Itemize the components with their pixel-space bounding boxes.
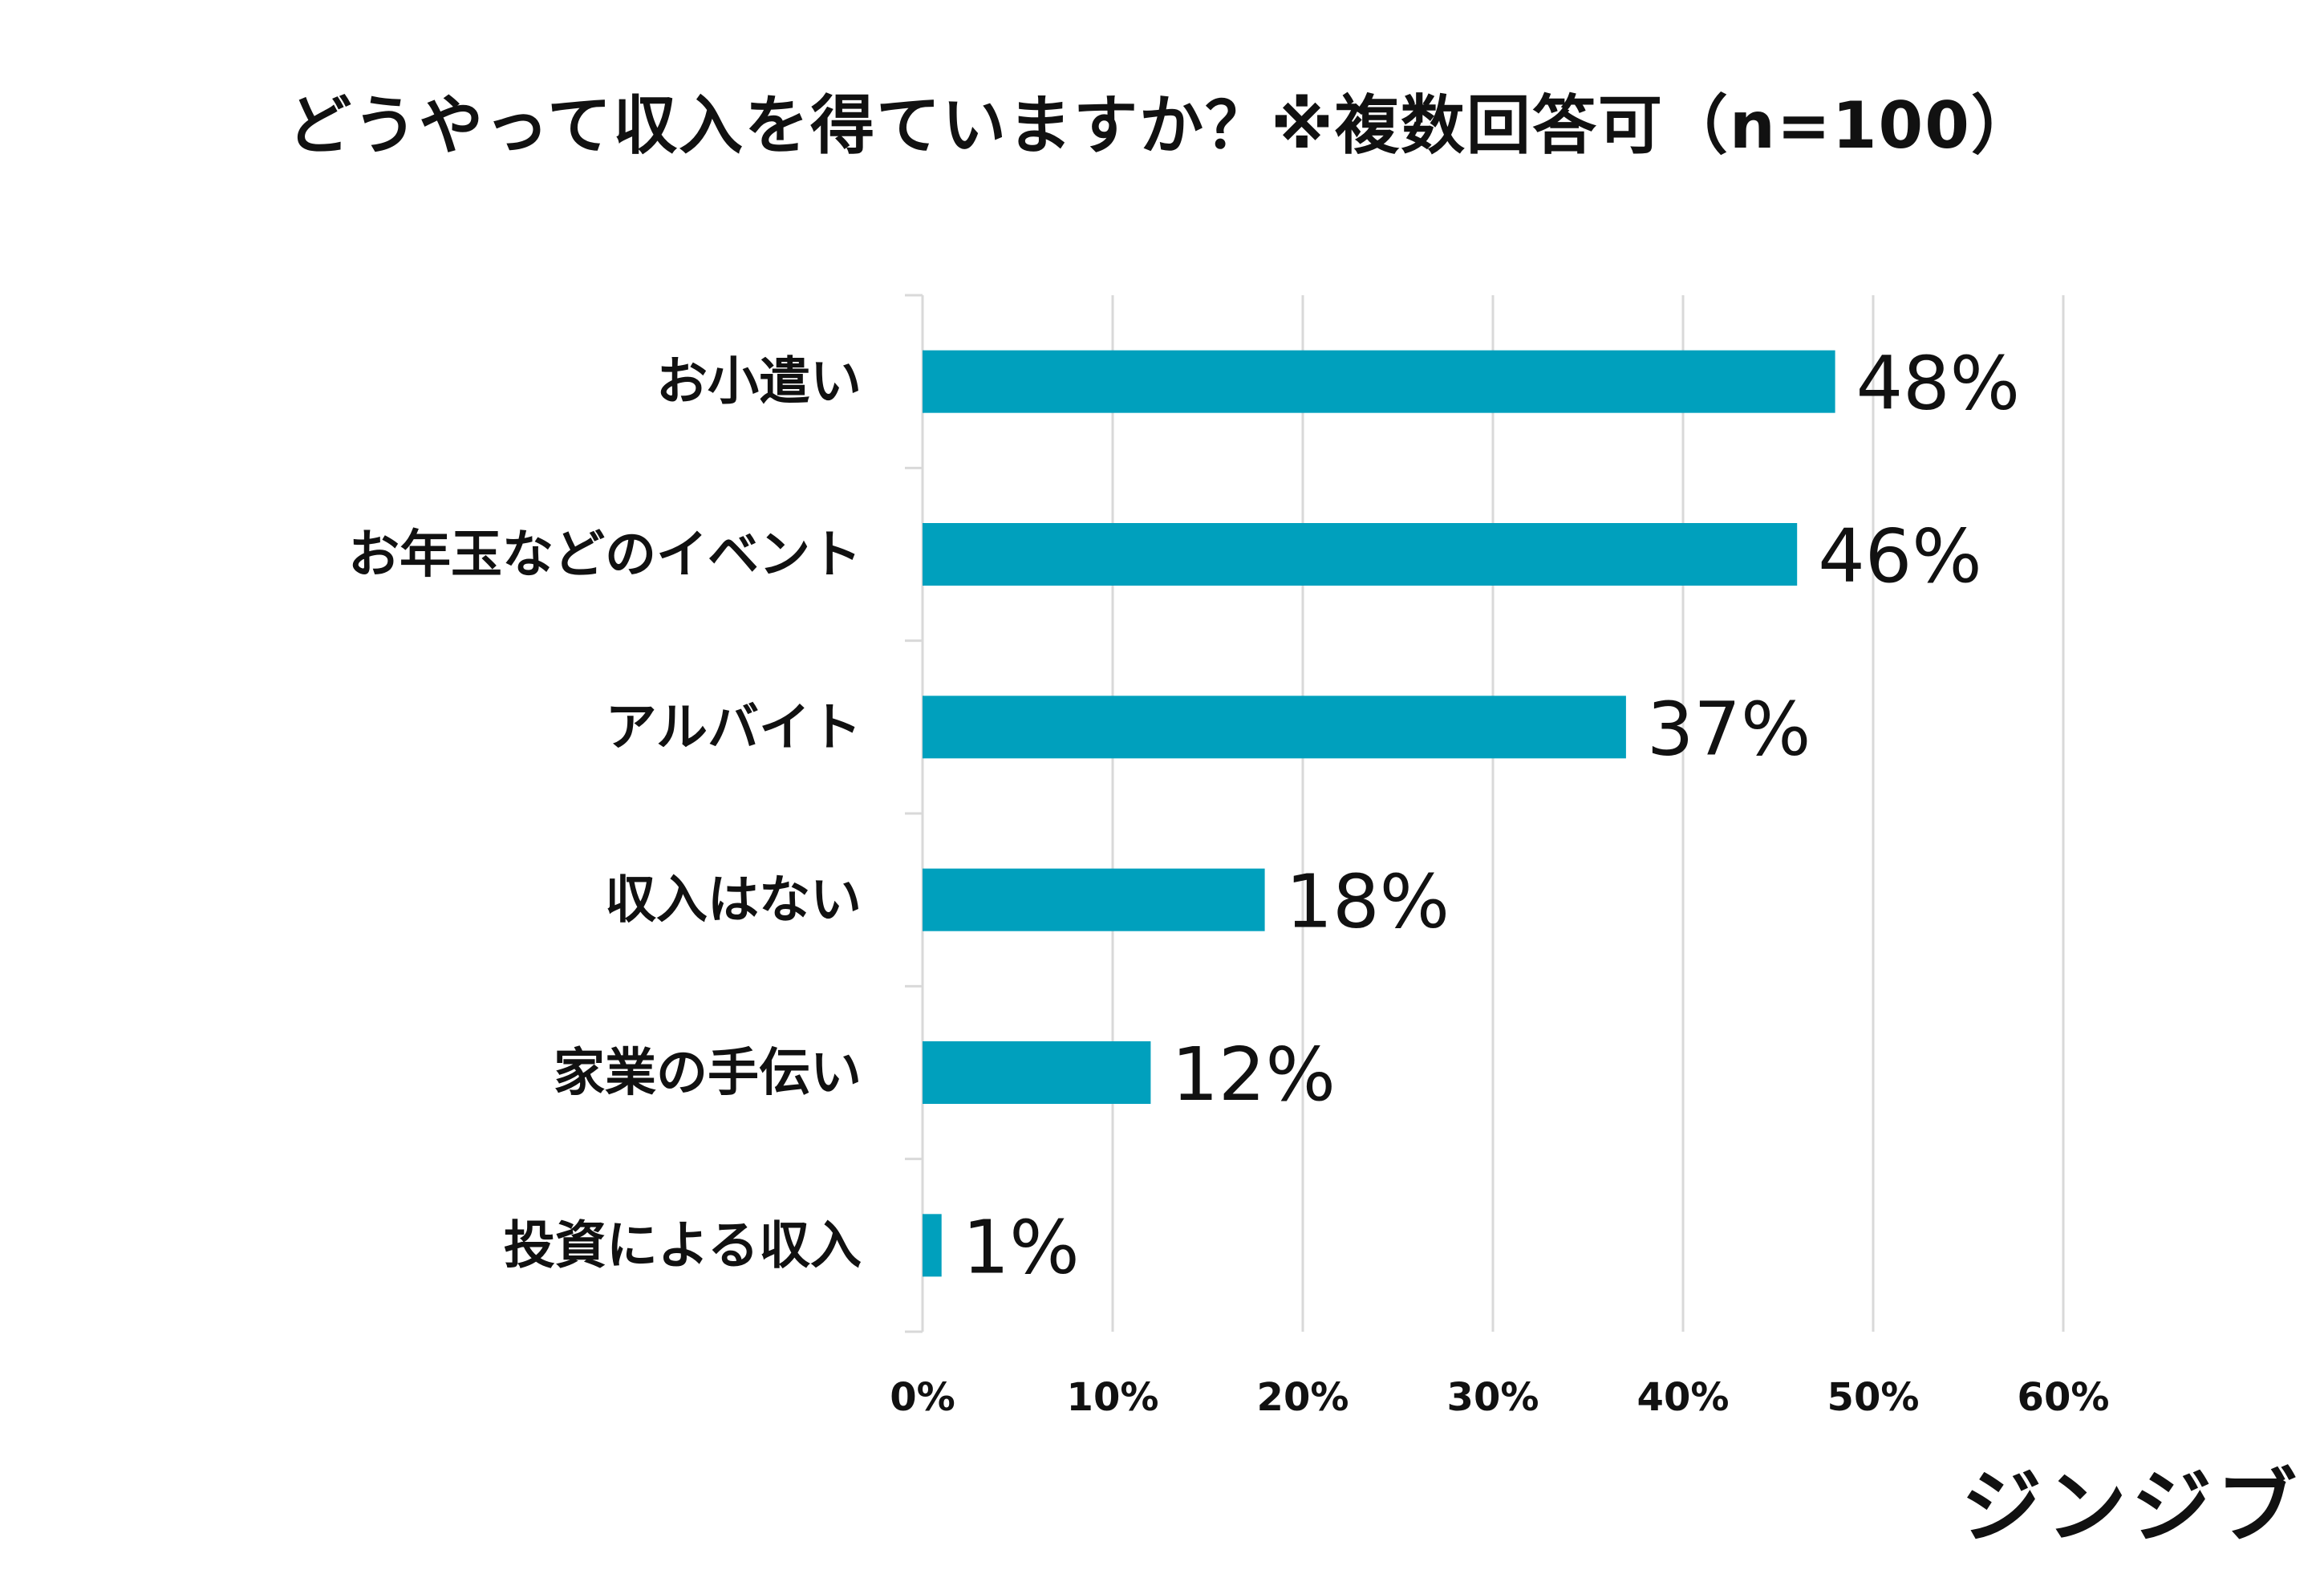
chart-title: どうやって収入を得ていますか？※複数回答可（n=100） <box>287 88 2037 163</box>
bar <box>923 350 1835 413</box>
bar <box>923 523 1798 586</box>
bar <box>923 1214 942 1277</box>
brand-logo: ジンジブ <box>1961 1460 2302 1554</box>
x-tick-label: 10% <box>1067 1375 1159 1420</box>
data-label: 48% <box>1856 341 2020 427</box>
category-label: 家業の手伝い <box>554 1044 862 1103</box>
category-label: アルバイト <box>606 698 862 757</box>
data-label: 12% <box>1171 1032 1335 1118</box>
category-label: 投資による収入 <box>504 1216 862 1276</box>
category-label: お年玉などのイベント <box>348 525 862 585</box>
data-label: 18% <box>1286 859 1450 945</box>
x-tick-label: 40% <box>1637 1375 1730 1420</box>
x-tick-label: 50% <box>1827 1375 1920 1420</box>
bar <box>923 696 1626 759</box>
bar <box>923 868 1265 931</box>
data-label: 1% <box>963 1204 1080 1290</box>
x-tick-label: 20% <box>1257 1375 1349 1420</box>
bars <box>923 350 1835 1277</box>
gridlines <box>1111 295 2065 1332</box>
data-label: 46% <box>1818 513 1981 599</box>
y-axis <box>905 294 924 1333</box>
category-label: 収入はない <box>605 871 862 931</box>
x-tick-label: 0% <box>890 1375 955 1420</box>
x-tick-label: 60% <box>2018 1375 2110 1420</box>
category-label: お小遣い <box>656 353 862 412</box>
bar <box>923 1041 1151 1104</box>
labels: 0% 10% 20% 30% 40% 50% 60% 48% お小遣い 46% お年玉などのイベント… <box>348 341 2109 1420</box>
x-tick-label: 30% <box>1447 1375 1539 1420</box>
data-label: 37% <box>1647 686 1811 772</box>
